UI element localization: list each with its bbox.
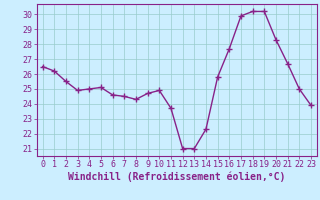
X-axis label: Windchill (Refroidissement éolien,°C): Windchill (Refroidissement éolien,°C) — [68, 172, 285, 182]
